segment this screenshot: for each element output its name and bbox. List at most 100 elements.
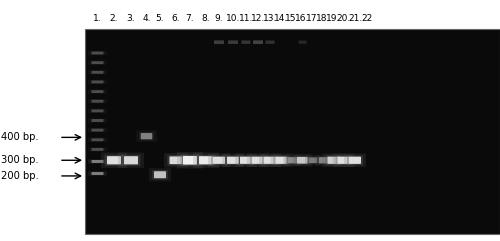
FancyBboxPatch shape [328, 157, 340, 164]
Text: 19.: 19. [326, 14, 340, 23]
FancyBboxPatch shape [88, 99, 107, 103]
FancyBboxPatch shape [92, 61, 104, 64]
FancyBboxPatch shape [292, 154, 312, 167]
FancyBboxPatch shape [92, 71, 104, 74]
FancyBboxPatch shape [253, 40, 263, 44]
FancyBboxPatch shape [344, 154, 366, 167]
Text: 17.: 17. [306, 14, 320, 23]
FancyBboxPatch shape [238, 155, 254, 165]
FancyBboxPatch shape [326, 155, 342, 165]
FancyBboxPatch shape [88, 159, 107, 164]
FancyBboxPatch shape [92, 172, 104, 175]
FancyBboxPatch shape [270, 154, 292, 167]
FancyBboxPatch shape [118, 153, 144, 168]
FancyBboxPatch shape [264, 157, 276, 164]
FancyBboxPatch shape [164, 153, 188, 167]
FancyBboxPatch shape [213, 157, 225, 164]
FancyBboxPatch shape [88, 51, 107, 55]
Text: 20.: 20. [336, 14, 350, 23]
FancyBboxPatch shape [307, 156, 319, 164]
FancyBboxPatch shape [92, 90, 104, 93]
Text: 16.: 16. [296, 14, 310, 23]
Text: 400 bp.: 400 bp. [1, 132, 38, 142]
FancyBboxPatch shape [92, 148, 104, 151]
FancyBboxPatch shape [199, 156, 213, 164]
FancyBboxPatch shape [107, 156, 121, 164]
FancyBboxPatch shape [295, 156, 310, 165]
Text: 7.: 7. [186, 14, 194, 23]
FancyBboxPatch shape [305, 155, 321, 166]
FancyBboxPatch shape [88, 60, 107, 65]
FancyBboxPatch shape [122, 155, 141, 166]
Text: 2.: 2. [110, 14, 118, 23]
FancyBboxPatch shape [177, 152, 203, 168]
FancyBboxPatch shape [104, 155, 124, 166]
Text: 10.: 10. [226, 14, 240, 23]
Text: 3.: 3. [126, 14, 136, 23]
FancyBboxPatch shape [88, 147, 107, 152]
FancyBboxPatch shape [152, 170, 168, 179]
FancyBboxPatch shape [247, 154, 269, 167]
Text: 14.: 14. [274, 14, 288, 23]
Text: 11.: 11. [239, 14, 253, 23]
FancyBboxPatch shape [149, 168, 171, 181]
Text: 22: 22 [361, 14, 372, 23]
FancyBboxPatch shape [276, 157, 287, 164]
FancyBboxPatch shape [92, 100, 104, 103]
Text: 200 bp.: 200 bp. [1, 171, 39, 181]
Text: 9.: 9. [214, 14, 224, 23]
FancyBboxPatch shape [92, 109, 104, 112]
FancyBboxPatch shape [322, 154, 344, 167]
FancyBboxPatch shape [284, 154, 302, 166]
FancyBboxPatch shape [208, 154, 230, 167]
FancyBboxPatch shape [332, 154, 354, 167]
FancyBboxPatch shape [319, 157, 328, 163]
FancyBboxPatch shape [308, 157, 318, 163]
FancyBboxPatch shape [298, 40, 306, 44]
FancyBboxPatch shape [315, 154, 332, 166]
FancyBboxPatch shape [338, 157, 349, 164]
FancyBboxPatch shape [336, 155, 351, 165]
FancyBboxPatch shape [211, 155, 227, 165]
FancyBboxPatch shape [222, 154, 244, 167]
FancyBboxPatch shape [228, 40, 238, 44]
FancyBboxPatch shape [183, 156, 197, 165]
Text: 4.: 4. [142, 14, 151, 23]
Text: 18.: 18. [316, 14, 330, 23]
FancyBboxPatch shape [154, 171, 166, 178]
Text: 300 bp.: 300 bp. [1, 155, 38, 165]
FancyBboxPatch shape [101, 153, 127, 168]
Text: 8.: 8. [202, 14, 210, 23]
FancyBboxPatch shape [92, 119, 104, 122]
FancyBboxPatch shape [266, 40, 274, 44]
FancyBboxPatch shape [235, 154, 257, 167]
FancyBboxPatch shape [196, 155, 216, 166]
FancyBboxPatch shape [168, 155, 184, 166]
FancyBboxPatch shape [288, 157, 298, 163]
FancyBboxPatch shape [170, 156, 182, 164]
FancyBboxPatch shape [88, 109, 107, 113]
Text: 15.: 15. [286, 14, 300, 23]
FancyBboxPatch shape [250, 155, 266, 165]
FancyBboxPatch shape [88, 138, 107, 142]
FancyBboxPatch shape [92, 52, 104, 54]
Text: 6.: 6. [172, 14, 180, 23]
FancyBboxPatch shape [227, 157, 239, 164]
FancyBboxPatch shape [252, 157, 264, 164]
FancyBboxPatch shape [349, 157, 361, 164]
FancyBboxPatch shape [242, 40, 250, 44]
FancyBboxPatch shape [92, 160, 104, 163]
FancyBboxPatch shape [88, 171, 107, 176]
FancyBboxPatch shape [225, 155, 241, 165]
FancyBboxPatch shape [92, 80, 104, 83]
FancyBboxPatch shape [274, 155, 289, 165]
FancyBboxPatch shape [262, 155, 278, 165]
FancyBboxPatch shape [92, 138, 104, 141]
FancyBboxPatch shape [88, 128, 107, 132]
FancyBboxPatch shape [141, 133, 152, 139]
FancyBboxPatch shape [297, 157, 308, 164]
Text: 5.: 5. [156, 14, 164, 23]
FancyBboxPatch shape [88, 118, 107, 123]
FancyBboxPatch shape [240, 157, 252, 164]
Text: 12.: 12. [251, 14, 265, 23]
